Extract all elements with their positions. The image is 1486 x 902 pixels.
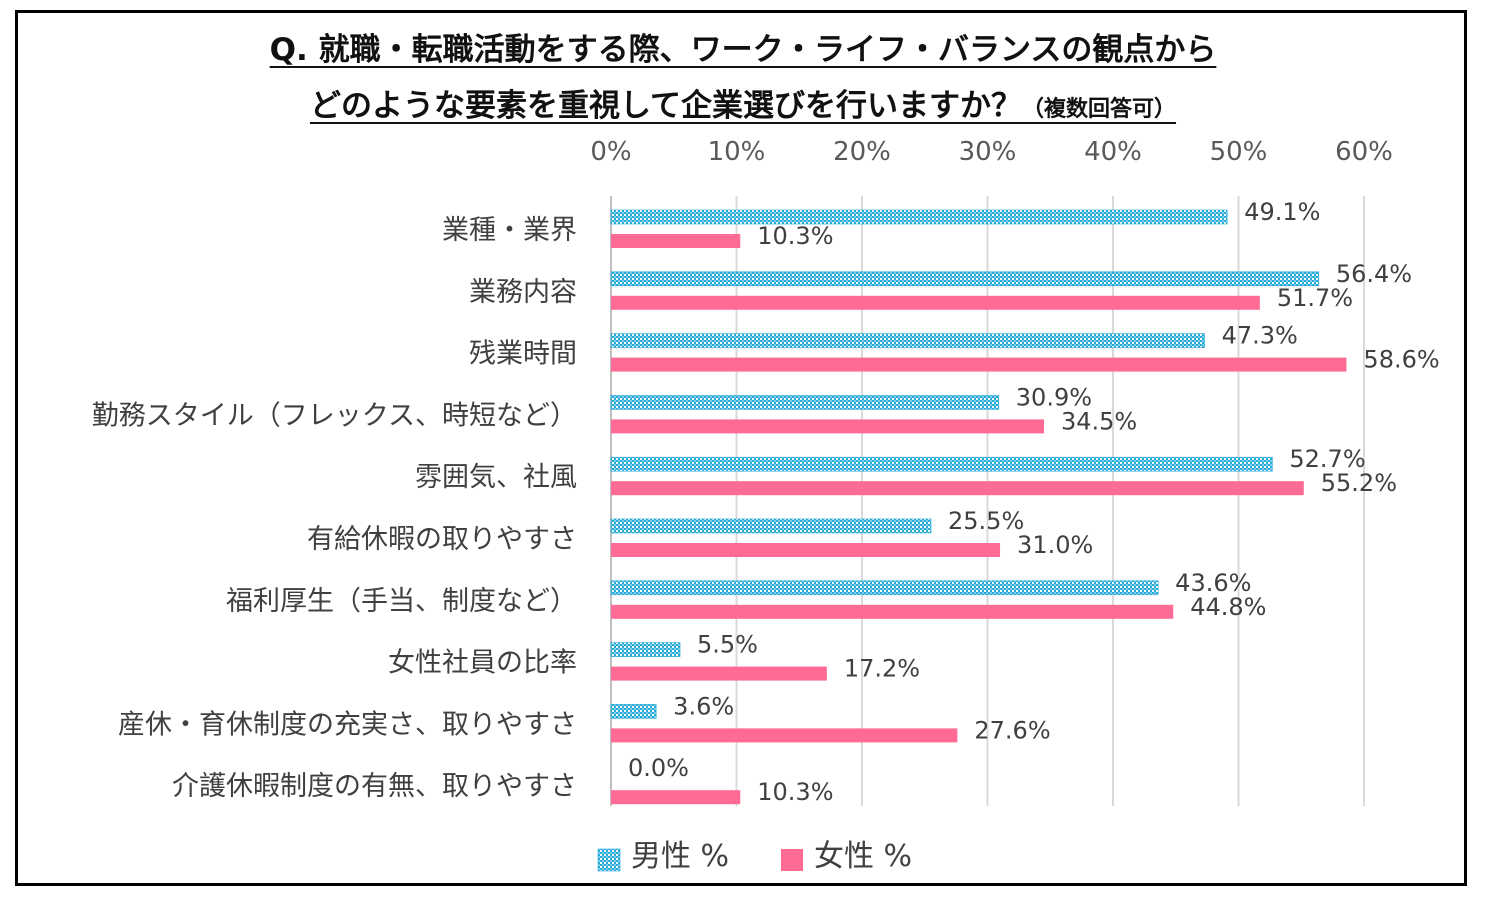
- chart-title-line2: どのような要素を重視して企業選びを行いますか？（複数回答可）: [0, 80, 1486, 125]
- bar-female: [611, 419, 1044, 434]
- data-label-male: 56.4%: [1336, 260, 1412, 288]
- bar-female: [611, 666, 827, 681]
- chart-title-line1: Q. 就職・転職活動をする際、ワーク・ライフ・バランスの観点から: [269, 32, 1217, 68]
- bar-female: [611, 728, 958, 743]
- data-label-female: 27.6%: [974, 716, 1050, 744]
- bar-male: [610, 518, 932, 534]
- bar-female: [611, 790, 741, 805]
- bar-male: [610, 456, 1273, 472]
- chart-title-note: （複数回答可）: [1022, 97, 1177, 122]
- bar-male: [610, 271, 1320, 287]
- category-label: 残業時間: [469, 339, 577, 370]
- category-label: 有給休暇の取りやすさ: [307, 524, 577, 555]
- category-label: 福利厚生（手当、制度など）: [226, 586, 577, 617]
- data-label-female: 10.3%: [757, 778, 833, 806]
- bar-male: [610, 333, 1205, 348]
- bar-female: [611, 604, 1174, 619]
- x-tick-label: 60%: [1335, 137, 1393, 167]
- data-label-female: 44.8%: [1190, 593, 1266, 621]
- bar-female: [611, 481, 1304, 496]
- legend-female-label: 女性 %: [814, 839, 912, 874]
- bar-male: [610, 642, 681, 657]
- x-tick-label: 20%: [833, 137, 891, 167]
- data-label-female: 51.7%: [1277, 284, 1353, 312]
- chart-title-question: どのような要素を重視して企業選びを行いますか？: [309, 88, 1023, 124]
- data-label-female: 31.0%: [1017, 531, 1093, 559]
- x-tick-label: 30%: [959, 137, 1017, 167]
- legend-male-label: 男性 %: [631, 839, 729, 874]
- data-label-female: 55.2%: [1321, 469, 1397, 497]
- bar-female: [611, 234, 741, 248]
- x-tick-label: 0%: [590, 137, 631, 167]
- data-label-female: 58.6%: [1363, 346, 1439, 374]
- bar-female: [611, 357, 1347, 372]
- category-label: 介護休暇制度の有無、取りやすさ: [172, 771, 577, 802]
- x-tick-label: 40%: [1084, 137, 1142, 167]
- bar-female: [611, 543, 1001, 557]
- category-label: 産休・育休制度の充実さ、取りやすさ: [118, 709, 577, 740]
- x-tick-label: 50%: [1210, 137, 1268, 167]
- data-label-female: 34.5%: [1061, 407, 1137, 435]
- data-label-male: 49.1%: [1244, 198, 1320, 226]
- bar-male: [610, 209, 1228, 225]
- data-label-male: 43.6%: [1175, 569, 1251, 597]
- category-label: 勤務スタイル（フレックス、時短など）: [92, 400, 577, 431]
- data-label-male: 0.0%: [628, 754, 689, 782]
- x-tick-label: 10%: [708, 137, 766, 167]
- category-label: 雰囲気、社風: [415, 462, 577, 493]
- data-label-male: 52.7%: [1289, 445, 1365, 473]
- data-label-male: 47.3%: [1222, 322, 1298, 350]
- data-label-female: 10.3%: [757, 222, 833, 250]
- bar-male: [610, 580, 1159, 596]
- data-label-male: 30.9%: [1016, 383, 1092, 411]
- legend-male-swatch: [597, 848, 621, 872]
- bar-female: [611, 295, 1260, 310]
- data-label-female: 17.2%: [844, 655, 920, 683]
- category-label: 業種・業界: [442, 215, 577, 246]
- data-label-male: 5.5%: [697, 631, 758, 659]
- bar-male: [610, 704, 657, 719]
- category-label: 女性社員の比率: [388, 648, 577, 679]
- data-label-male: 3.6%: [673, 692, 734, 720]
- bar-male: [610, 395, 1000, 410]
- data-label-male: 25.5%: [948, 507, 1024, 535]
- category-label: 業務内容: [469, 277, 577, 308]
- legend-female-swatch: [781, 849, 803, 871]
